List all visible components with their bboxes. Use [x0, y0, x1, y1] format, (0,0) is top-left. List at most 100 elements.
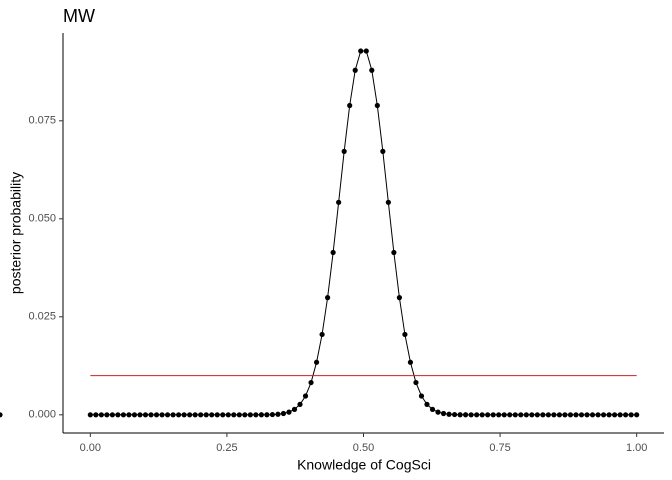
data-point [258, 412, 264, 418]
data-point [297, 401, 303, 407]
data-point [253, 412, 259, 418]
y-tick-label: 0.075 [28, 115, 56, 127]
data-point [352, 67, 358, 73]
data-point [468, 412, 474, 418]
data-point [203, 412, 209, 418]
data-point [595, 412, 601, 418]
data-point [302, 393, 309, 399]
data-point [264, 412, 270, 418]
data-point [567, 412, 574, 418]
data-point [308, 379, 314, 386]
y-axis-title: posterior probability [8, 172, 24, 294]
data-point [385, 199, 391, 205]
data-point [545, 412, 551, 418]
data-point [479, 412, 485, 418]
data-point [457, 412, 463, 418]
data-point [93, 412, 99, 418]
data-point [313, 359, 320, 365]
data-point [578, 412, 585, 418]
data-point [463, 412, 469, 418]
data-point [319, 331, 325, 338]
data-point [628, 412, 634, 418]
data-point [429, 406, 436, 412]
x-tick-label: 0.00 [80, 442, 101, 454]
data-point [164, 412, 171, 418]
data-point [192, 412, 198, 418]
x-tick-label: 0.75 [489, 442, 510, 454]
data-point [435, 409, 441, 415]
data-point [126, 412, 132, 418]
data-point [225, 412, 231, 418]
data-point [269, 411, 276, 418]
data-point [347, 102, 353, 109]
data-point [551, 412, 557, 418]
data-point [529, 412, 535, 418]
data-point [391, 249, 397, 256]
data-point [369, 67, 375, 73]
data-point [137, 412, 143, 418]
data-point [363, 48, 369, 54]
data-point [176, 412, 182, 418]
data-point [87, 412, 93, 418]
data-point [485, 412, 491, 418]
data-point [159, 412, 165, 418]
data-point [617, 412, 623, 418]
data-point [280, 410, 287, 417]
data-point [153, 412, 160, 418]
data-point [170, 412, 176, 418]
data-point [286, 409, 292, 415]
y-tick-label: 0.000 [28, 409, 56, 421]
data-point [518, 412, 524, 418]
data-point [231, 412, 237, 418]
data-point [418, 393, 425, 399]
data-point [540, 412, 546, 418]
data-point [109, 412, 115, 418]
y-tick-label: 0.050 [28, 213, 56, 225]
data-point [490, 412, 496, 418]
data-point [120, 412, 127, 418]
data-point [507, 412, 513, 418]
data-point [214, 412, 220, 418]
data-point [181, 412, 187, 418]
data-point [451, 411, 458, 418]
data-point [402, 331, 408, 338]
data-point [407, 359, 414, 365]
data-point [220, 412, 226, 418]
data-point [584, 412, 590, 418]
data-point [325, 295, 331, 301]
data-point [104, 412, 110, 418]
data-point [496, 412, 502, 418]
data-point [236, 412, 242, 418]
data-point [330, 249, 336, 256]
series-line [90, 50, 637, 416]
data-point [512, 412, 518, 418]
data-point [600, 412, 607, 418]
data-point [501, 412, 507, 418]
data-point [358, 48, 364, 54]
data-point [198, 412, 204, 418]
data-point [534, 412, 540, 418]
data-point [275, 411, 281, 417]
data-point [562, 412, 568, 418]
data-point [341, 148, 347, 154]
data-point [446, 411, 452, 417]
data-point [634, 412, 640, 418]
data-point [424, 401, 430, 407]
data-point [115, 412, 121, 418]
data-point [142, 412, 149, 418]
data-point [556, 412, 563, 418]
data-point [623, 412, 629, 418]
data-point [474, 412, 480, 418]
x-axis-title: Knowledge of CogSci [297, 457, 431, 473]
data-point [523, 412, 529, 418]
data-point [247, 412, 253, 418]
x-tick-label: 1.00 [626, 442, 647, 454]
data-point [209, 412, 215, 418]
data-point [187, 412, 193, 418]
data-point [242, 412, 248, 418]
data-point [148, 412, 154, 418]
data-point [98, 412, 104, 418]
data-point [374, 102, 380, 109]
